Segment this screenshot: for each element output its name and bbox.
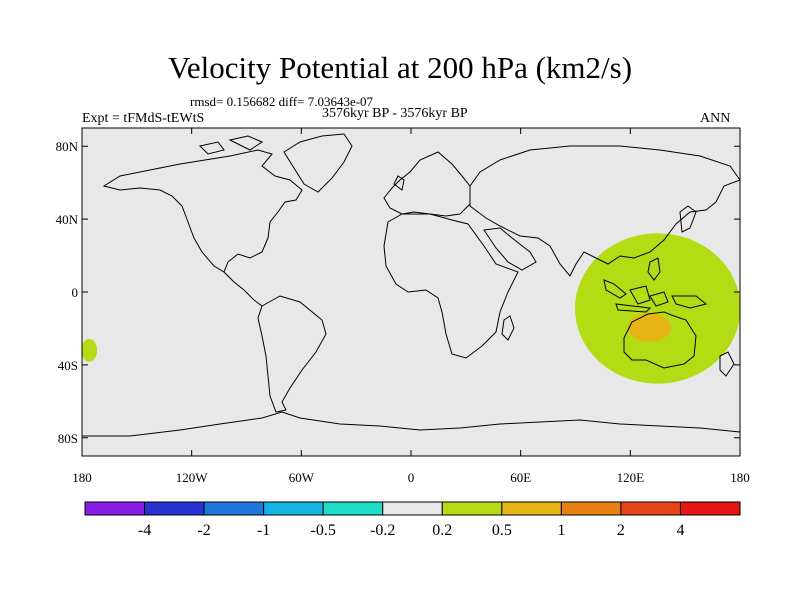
map-area	[82, 128, 740, 456]
x-tick-label: 180	[730, 470, 750, 485]
coastline-new-zealand	[719, 351, 735, 377]
season-label: ANN	[700, 111, 731, 126]
coastline-central-america	[223, 271, 263, 307]
period-label: 3576kyr BP - 3576kyr BP	[322, 106, 468, 121]
colorbar-label: 2	[617, 522, 625, 539]
coastline-british-isles	[393, 175, 405, 191]
colorbar-label: -0.2	[370, 522, 395, 539]
colorbar-swatch	[203, 501, 265, 516]
coastline-indonesia	[603, 279, 708, 313]
colorbar-swatch	[263, 501, 324, 516]
y-tick-label: 0	[72, 285, 79, 300]
coastline-greenland	[283, 133, 353, 193]
coastline-south-america	[257, 295, 327, 413]
colorbar-swatch	[679, 501, 741, 516]
x-tick-label: 60W	[289, 470, 315, 485]
colorbar-label: -2	[197, 522, 210, 539]
coastline-antarctica	[82, 411, 740, 437]
coastline-asia	[469, 145, 740, 277]
experiment-label: Expt = tFMdS-tEWtS	[82, 111, 205, 126]
colorbar-label: -1	[257, 522, 270, 539]
anomaly-north-pacific	[94, 236, 143, 269]
y-tick-label: 40S	[58, 358, 78, 373]
coastline-australia	[623, 311, 697, 369]
coastline-north-america	[102, 149, 303, 273]
colorbar-label: 0.5	[492, 522, 512, 539]
colorbar-swatch	[620, 501, 681, 516]
coastline-philippines	[647, 257, 661, 281]
anomaly-tropical-atlantic-africa	[397, 242, 469, 288]
colorbar-swatch	[144, 501, 205, 516]
coastline-arabia	[483, 227, 537, 271]
coastline-japan	[679, 205, 697, 233]
x-tick-label: 120W	[176, 470, 209, 485]
coastline-madagascar	[501, 315, 515, 341]
rmsd-label: rmsd= 0.156682 diff= 7.03643e-07	[190, 94, 374, 109]
x-tick-label: 0	[408, 470, 415, 485]
y-tick-label: 40N	[56, 212, 79, 227]
anomaly-south-pacific-edge	[82, 338, 98, 362]
coastline-europe	[383, 151, 471, 217]
colorbar-swatch	[322, 501, 384, 516]
colorbar-swatch	[441, 501, 503, 516]
y-tick-label: 80S	[58, 431, 78, 446]
colorbar-label: -0.5	[311, 522, 336, 539]
anomaly-maritime-continent-australia	[575, 233, 740, 384]
x-tick-label: 120E	[617, 470, 645, 485]
coastline-africa	[383, 213, 519, 359]
colorbar-label: -4	[138, 522, 151, 539]
coastline-arctic-islands	[199, 135, 264, 155]
x-tick-label: 60E	[510, 470, 531, 485]
y-tick-label: 80N	[56, 139, 79, 154]
chart-title: Velocity Potential at 200 hPa (km2/s)	[167, 50, 633, 85]
x-tick-label: 180	[72, 470, 92, 485]
colorbar-label: 4	[676, 522, 684, 539]
anomaly-australia-core	[628, 313, 672, 342]
colorbar-swatch	[560, 501, 622, 516]
colorbar-swatch	[382, 501, 443, 516]
colorbar-swatch	[84, 501, 146, 516]
colorbar-label: 0.2	[432, 522, 452, 539]
colorbar-swatch	[501, 501, 562, 516]
colorbar-label: 1	[557, 522, 565, 539]
